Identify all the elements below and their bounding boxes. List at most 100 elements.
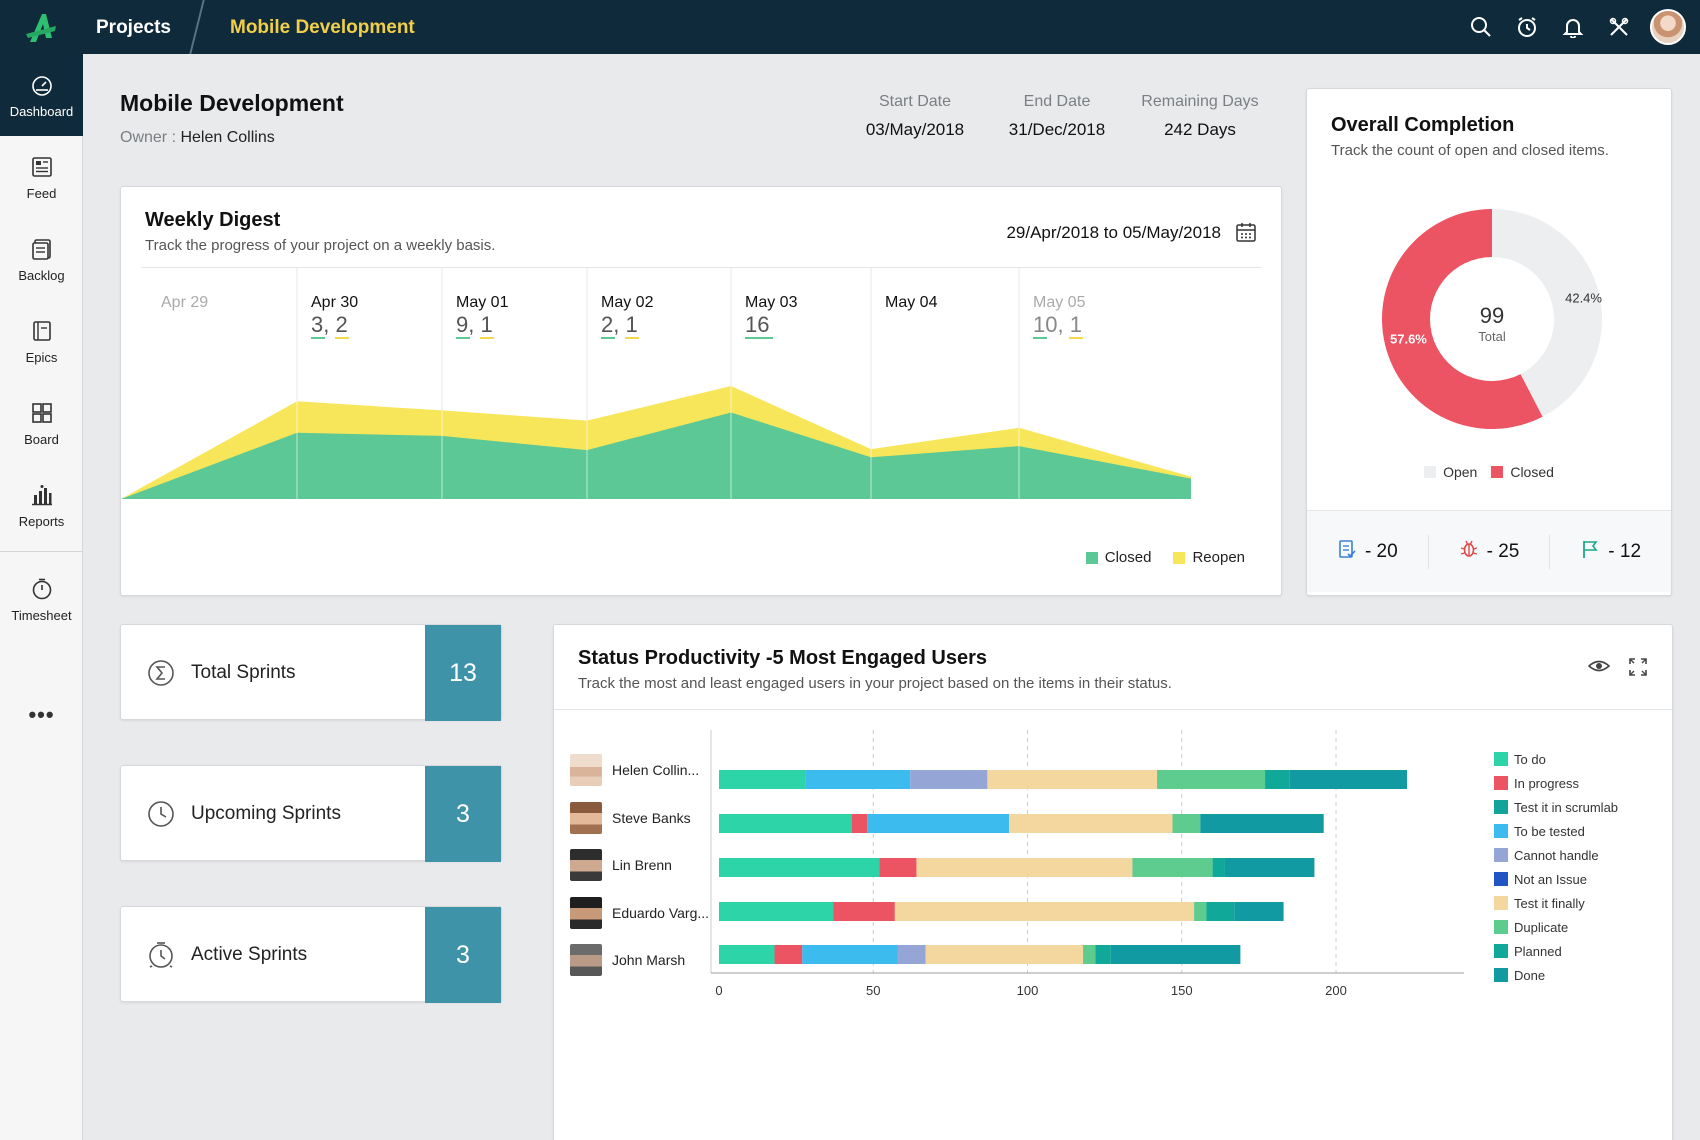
bar-segment[interactable] [1224, 858, 1315, 877]
user-name: Lin Brenn [612, 857, 672, 873]
bar-segment[interactable] [1206, 902, 1235, 921]
status-productivity-subtitle: Track the most and least engaged users i… [578, 675, 1172, 692]
user-row[interactable]: Lin Brenn [570, 848, 672, 882]
legend-closed-label: Closed [1510, 464, 1554, 480]
legend-item[interactable]: Done [1494, 963, 1618, 987]
legend-closed-label: Closed [1104, 549, 1152, 566]
legend-item[interactable]: Cannot handle [1494, 843, 1618, 867]
legend-open[interactable]: Open [1424, 464, 1477, 480]
status-productivity-actions [1587, 657, 1648, 682]
bar-segment[interactable] [894, 902, 1195, 921]
bar-segment[interactable] [1095, 945, 1111, 964]
sidebar-item-board[interactable]: Board [0, 382, 83, 464]
sidebar-item-epics[interactable]: Epics [0, 300, 83, 382]
sidebar-item-label: Timesheet [11, 607, 72, 623]
legend-item[interactable]: To do [1494, 747, 1618, 771]
bar-segment[interactable] [851, 814, 868, 833]
closed-slice[interactable] [1382, 209, 1543, 429]
bar-segment[interactable] [719, 945, 775, 964]
legend-item[interactable]: Duplicate [1494, 915, 1618, 939]
user-name: Steve Banks [612, 810, 691, 826]
bar-segment[interactable] [719, 770, 806, 789]
bar-segment[interactable] [719, 814, 852, 833]
user-row[interactable]: John Marsh [570, 943, 685, 977]
legend-item[interactable]: Test it in scrumlab [1494, 795, 1618, 819]
app-logo[interactable] [0, 0, 83, 54]
sidebar-item-timesheet[interactable]: Timesheet [0, 558, 83, 640]
user-name: Helen Collin... [612, 762, 700, 778]
user-avatar[interactable] [1650, 9, 1686, 45]
bar-segment[interactable] [1132, 858, 1213, 877]
sidebar-item-reports[interactable]: Reports [0, 464, 83, 546]
legend-item[interactable]: Planned [1494, 939, 1618, 963]
bar-segment[interactable] [1083, 945, 1096, 964]
breadcrumb-projects[interactable]: Projects [96, 17, 171, 38]
breadcrumb-current-project[interactable]: Mobile Development [230, 17, 415, 38]
bar-segment[interactable] [987, 770, 1158, 789]
sidebar-item-backlog[interactable]: Backlog [0, 218, 83, 300]
bar-segment[interactable] [897, 945, 926, 964]
legend-item[interactable]: To be tested [1494, 819, 1618, 843]
x-tick-label: 150 [1171, 983, 1193, 998]
calendar-icon[interactable] [1235, 221, 1257, 248]
bell-icon[interactable] [1550, 0, 1596, 54]
legend-closed[interactable]: Closed [1085, 549, 1152, 566]
story-count[interactable]: - 20 [1307, 534, 1429, 569]
open-slice[interactable] [1492, 209, 1602, 417]
legend-closed[interactable]: Closed [1491, 464, 1554, 480]
legend-label: Cannot handle [1514, 847, 1599, 863]
epics-icon [31, 318, 53, 344]
bar-segment[interactable] [1212, 858, 1225, 877]
bar-segment[interactable] [1157, 770, 1266, 789]
legend-label: In progress [1514, 775, 1580, 791]
bar-segment[interactable] [916, 858, 1133, 877]
bar-segment[interactable] [1265, 770, 1290, 789]
bar-segment[interactable] [1194, 902, 1207, 921]
bar-segment[interactable] [802, 945, 898, 964]
bar-segment[interactable] [1009, 814, 1173, 833]
legend-item[interactable]: Not an Issue [1494, 867, 1618, 891]
upcoming-sprints-card[interactable]: Upcoming Sprints 3 [120, 765, 502, 862]
bar-segment[interactable] [867, 814, 1009, 833]
sidebar-item-feed[interactable]: Feed [0, 136, 83, 218]
bar-segment[interactable] [1200, 814, 1324, 833]
date-range[interactable]: 29/Apr/2018 to 05/May/2018 [1006, 223, 1221, 242]
timer-icon[interactable] [1504, 0, 1550, 54]
total-sprints-card[interactable]: Total Sprints 13 [120, 624, 502, 721]
legend-item[interactable]: Test it finally [1494, 891, 1618, 915]
bar-segment[interactable] [1289, 770, 1407, 789]
status-legend: To do In progress Test it in scrumlab To be… [1494, 747, 1618, 987]
project-owner: Owner : Helen Collins [120, 129, 275, 147]
bar-segment[interactable] [805, 770, 911, 789]
bar-segment[interactable] [925, 945, 1084, 964]
more-menu-icon[interactable]: ••• [28, 702, 55, 727]
tools-icon[interactable] [1596, 0, 1642, 54]
user-row[interactable]: Helen Collin... [570, 753, 699, 787]
bar-segment[interactable] [1172, 814, 1201, 833]
legend-swatch [1494, 776, 1508, 790]
day-label: Apr 30 [311, 294, 358, 311]
bar-segment[interactable] [833, 902, 895, 921]
search-icon[interactable] [1458, 0, 1504, 54]
bar-segment[interactable] [1110, 945, 1241, 964]
bar-segment[interactable] [719, 858, 880, 877]
eye-icon[interactable] [1587, 657, 1611, 682]
avatar [570, 754, 602, 786]
x-tick-label: 0 [715, 983, 722, 998]
remaining-days-label: Remaining Days [1141, 93, 1259, 110]
user-row[interactable]: Eduardo Varg... [570, 896, 709, 930]
expand-icon[interactable] [1628, 657, 1648, 682]
active-sprints-card[interactable]: Active Sprints 3 [120, 906, 502, 1003]
legend-reopen[interactable]: Reopen [1173, 549, 1245, 566]
bar-segment[interactable] [1234, 902, 1284, 921]
legend-item[interactable]: In progress [1494, 771, 1618, 795]
bar-segment[interactable] [719, 902, 834, 921]
bug-count[interactable]: - 25 [1429, 534, 1551, 569]
bar-segment[interactable] [910, 770, 988, 789]
flag-count[interactable]: - 12 [1550, 535, 1671, 569]
backlog-icon [31, 236, 53, 262]
bar-segment[interactable] [774, 945, 803, 964]
sidebar-item-dashboard[interactable]: Dashboard [0, 54, 83, 136]
user-row[interactable]: Steve Banks [570, 801, 691, 835]
bar-segment[interactable] [879, 858, 917, 877]
